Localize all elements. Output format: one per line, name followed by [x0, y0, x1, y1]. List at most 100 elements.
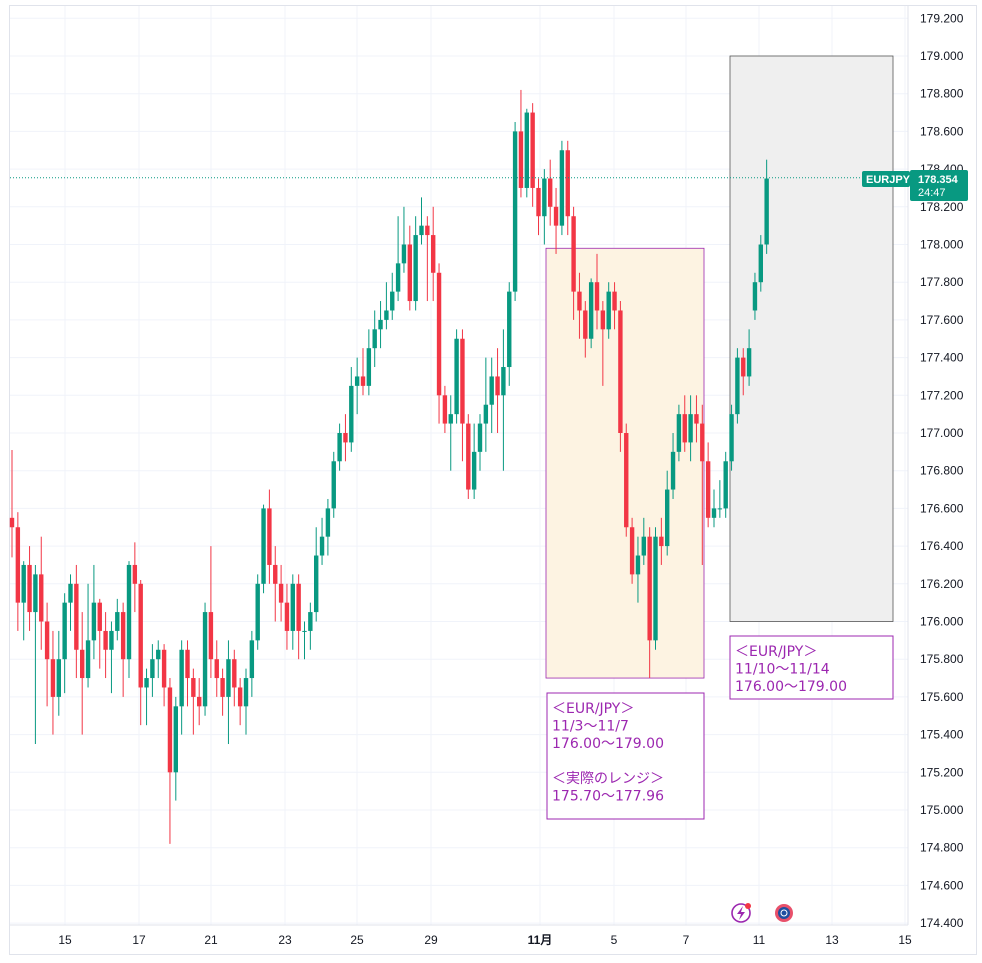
- candle-body: [565, 150, 570, 217]
- candle: [665, 470, 670, 556]
- candle-body: [752, 282, 758, 311]
- time-tick-label: 11月: [528, 933, 553, 947]
- candle: [138, 580, 143, 726]
- candle-body: [542, 178, 547, 217]
- price-tick-label: 178.600: [920, 124, 964, 138]
- candle: [624, 423, 629, 537]
- price-badge-text: 178.354: [918, 174, 959, 186]
- candle-body: [290, 583, 295, 631]
- candle: [226, 640, 231, 745]
- candle-body: [56, 659, 61, 697]
- price-tick-label: 176.200: [920, 577, 964, 591]
- candle: [501, 329, 506, 471]
- candle: [460, 329, 465, 462]
- candle-body: [600, 310, 606, 330]
- annotation-line: ＜EUR/JPY＞: [552, 701, 634, 717]
- price-badge: [910, 170, 968, 201]
- candle-body: [553, 206, 559, 226]
- candle-body: [255, 583, 260, 641]
- candle: [144, 668, 149, 726]
- candle-body: [197, 696, 202, 707]
- candle-body: [273, 564, 278, 584]
- candle: [15, 512, 21, 631]
- price-axis[interactable]: 179.200179.000178.800178.600178.400178.2…: [907, 6, 964, 930]
- candle-body: [156, 649, 161, 660]
- candle-body: [507, 291, 512, 368]
- candle-body: [653, 536, 658, 641]
- candle-body: [150, 659, 155, 679]
- candle-body: [454, 338, 459, 415]
- candle-body: [50, 659, 56, 697]
- candle: [723, 451, 728, 518]
- candle-body: [419, 225, 424, 236]
- candle-body: [618, 310, 623, 433]
- bottom-icons: [731, 903, 793, 923]
- candle: [758, 235, 763, 292]
- candle-body: [372, 329, 377, 349]
- price-tick-label: 177.800: [920, 275, 964, 289]
- candle-body: [495, 376, 500, 396]
- candle-body: [144, 678, 149, 688]
- candle: [477, 414, 483, 471]
- candle: [600, 301, 606, 386]
- candle-body: [700, 423, 705, 462]
- candle: [530, 103, 535, 207]
- candle-body: [477, 423, 483, 452]
- candle-body: [284, 602, 290, 631]
- candle-body: [746, 348, 752, 377]
- time-axis[interactable]: 15 17 21 23 25 29 11月 5 7 11 13 15: [58, 933, 912, 947]
- candle-body: [232, 659, 237, 688]
- candle: [185, 640, 190, 707]
- candle: [454, 329, 459, 424]
- candle: [173, 696, 178, 801]
- candle-body: [21, 564, 26, 603]
- candle-body: [518, 131, 524, 188]
- candle: [255, 574, 260, 650]
- globe-icon[interactable]: [775, 904, 793, 922]
- price-tick-label: 178.200: [920, 200, 964, 214]
- candle: [764, 159, 769, 254]
- candle-body: [559, 150, 565, 226]
- lightning-icon[interactable]: [731, 903, 751, 923]
- candle: [314, 527, 319, 622]
- candle: [273, 546, 278, 622]
- candle-body: [185, 649, 190, 679]
- candle-body: [9, 517, 15, 528]
- candle: [325, 498, 331, 556]
- candle-body: [278, 583, 284, 603]
- candle: [296, 574, 301, 660]
- candle-body: [483, 404, 489, 424]
- candle: [729, 404, 734, 471]
- annotation-line: 11/10〜11/14: [735, 662, 830, 678]
- candle: [466, 414, 471, 499]
- candle: [495, 348, 500, 433]
- candle-body: [80, 649, 85, 679]
- candle: [641, 517, 646, 565]
- candle: [56, 630, 61, 716]
- candle: [676, 404, 682, 462]
- symbol-badge-text: EURJPY: [866, 174, 911, 186]
- candle: [524, 108, 529, 198]
- time-tick-label: 7: [683, 933, 690, 947]
- range-box: [729, 55, 894, 622]
- candle: [50, 630, 56, 735]
- price-tick-label: 174.400: [920, 916, 964, 930]
- price-tick-label: 179.000: [920, 49, 964, 63]
- candle-body: [243, 678, 249, 707]
- candle-body: [401, 244, 407, 264]
- candle-body: [489, 376, 494, 405]
- price-tick-label: 175.600: [920, 690, 964, 704]
- candle-body: [665, 489, 670, 547]
- candle: [372, 310, 377, 368]
- candle: [267, 489, 272, 584]
- candle-body: [431, 235, 436, 273]
- candle: [518, 89, 524, 198]
- candle-body: [448, 414, 453, 424]
- candle-body: [202, 612, 208, 707]
- candle-body: [337, 433, 342, 462]
- candle-body: [723, 461, 728, 509]
- candle: [103, 612, 108, 679]
- candle: [571, 206, 576, 320]
- candle-body: [676, 414, 682, 452]
